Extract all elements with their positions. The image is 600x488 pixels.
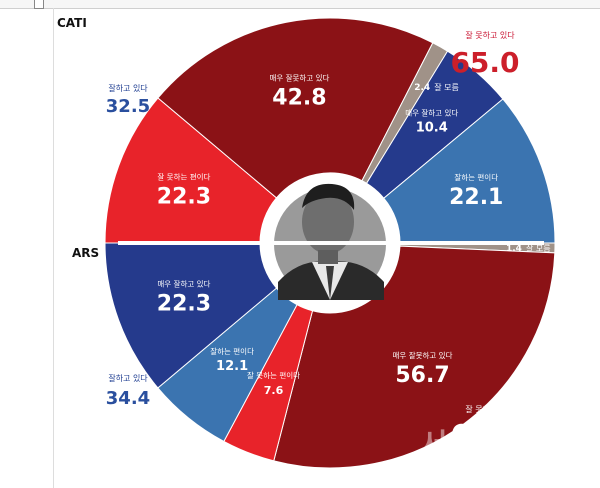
group-label-cati: CATI — [57, 16, 87, 30]
value-ars-1: 56.7 — [395, 363, 449, 388]
segment-cati-1 — [157, 17, 434, 199]
value-cati-1: 42.8 — [272, 86, 326, 111]
label-ars-3: 잘하는 편이다 — [210, 346, 254, 356]
group-divider — [118, 241, 544, 245]
label-cati-1: 매우 잘못하고 있다 — [269, 73, 329, 83]
label-ars-2: 잘 못하는 편이다 — [247, 370, 300, 380]
segment-cati-0 — [104, 97, 278, 244]
top-rule — [0, 0, 600, 9]
total-bad-label-cati: 잘 못하고 있다 — [465, 30, 515, 40]
value-ars-2: 7.6 — [264, 384, 284, 397]
value-ars-0: 1.4 — [506, 244, 522, 254]
total-good-label-ars: 잘하고 있다 — [108, 373, 148, 383]
value-ars-4: 22.3 — [157, 291, 211, 316]
watermark-url: www.seogwipo... — [450, 452, 575, 467]
total-good-value-ars: 34.4 — [106, 388, 150, 409]
value-cati-3: 10.4 — [416, 120, 448, 135]
total-good-label-cati: 잘하고 있다 — [108, 83, 148, 93]
total-good-value-cati: 32.5 — [106, 96, 150, 117]
label-cati-3: 매우 잘하고 있다 — [405, 107, 458, 117]
value-cati-0: 22.3 — [157, 185, 211, 210]
segment-ars-4 — [104, 242, 278, 389]
value-cati-2: 2.4 — [414, 83, 430, 93]
left-rule — [53, 8, 54, 488]
label-cati-4: 잘하는 편이다 — [454, 172, 498, 182]
total-bad-label-ars: 잘 못하고 있다 — [465, 404, 515, 414]
label-cati-0: 잘 못하는 편이다 — [157, 172, 210, 182]
label-ars-4: 매우 잘하고 있다 — [157, 278, 210, 288]
total-bad-value-cati: 65.0 — [450, 46, 519, 79]
label-ars-0: 잘 모름 — [526, 244, 551, 253]
watermark-name: 서울경제 — [420, 428, 539, 463]
total-bad-value-ars: 64.2 — [450, 418, 519, 451]
segment-cati-4 — [383, 98, 556, 244]
label-cati-2: 잘 모름 — [434, 83, 459, 92]
group-label-ars: ARS — [72, 246, 100, 260]
value-ars-3: 12.1 — [216, 359, 248, 374]
label-ars-1: 매우 잘못하고 있다 — [393, 350, 453, 360]
tab-marker — [34, 0, 44, 9]
value-cati-4: 22.1 — [449, 185, 503, 210]
